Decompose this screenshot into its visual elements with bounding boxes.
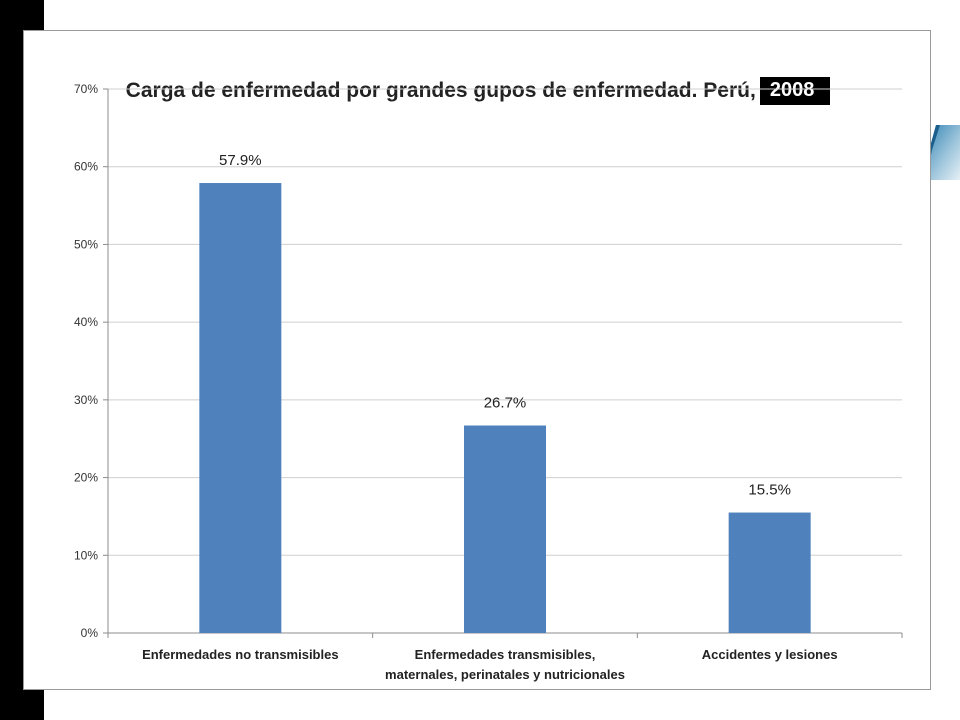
chart-title: Carga de enfermedad por grandes gupos de… — [24, 74, 932, 108]
y-tick-label: 50% — [74, 237, 98, 251]
y-tick-label: 30% — [74, 393, 98, 407]
x-tick-label: Enfermedades transmisibles, — [415, 647, 596, 662]
y-tick-label: 60% — [74, 160, 98, 174]
y-tick-label: 10% — [74, 548, 98, 562]
y-tick-label: 0% — [81, 626, 99, 640]
bar — [464, 425, 546, 633]
bar-value-label: 26.7% — [484, 395, 527, 412]
bar-value-label: 15.5% — [748, 482, 791, 499]
y-tick-label: 70% — [74, 82, 98, 96]
x-tick-label: Enfermedades no transmisibles — [142, 647, 339, 662]
bar — [199, 183, 282, 633]
chart-title-text: Carga de enfermedad por grandes gupos de… — [125, 79, 756, 102]
chart-title-year-badge: 2008 — [759, 77, 831, 105]
bar-chart-plot: 0% 10% 20% 30% 40% 50% 60% 70% 57.9% Enfermedades… — [74, 82, 903, 682]
x-tick-label: maternales, perinatales y nutricionales — [385, 667, 625, 682]
bar — [728, 512, 811, 633]
chart-area: Carga de enfermedad por grandes gupos de… — [23, 30, 931, 690]
y-tick-label: 20% — [74, 471, 98, 485]
x-tick-label: Accidentes y lesiones — [702, 647, 838, 662]
bar-value-label: 57.9% — [219, 152, 262, 169]
y-tick-label: 40% — [74, 315, 98, 329]
